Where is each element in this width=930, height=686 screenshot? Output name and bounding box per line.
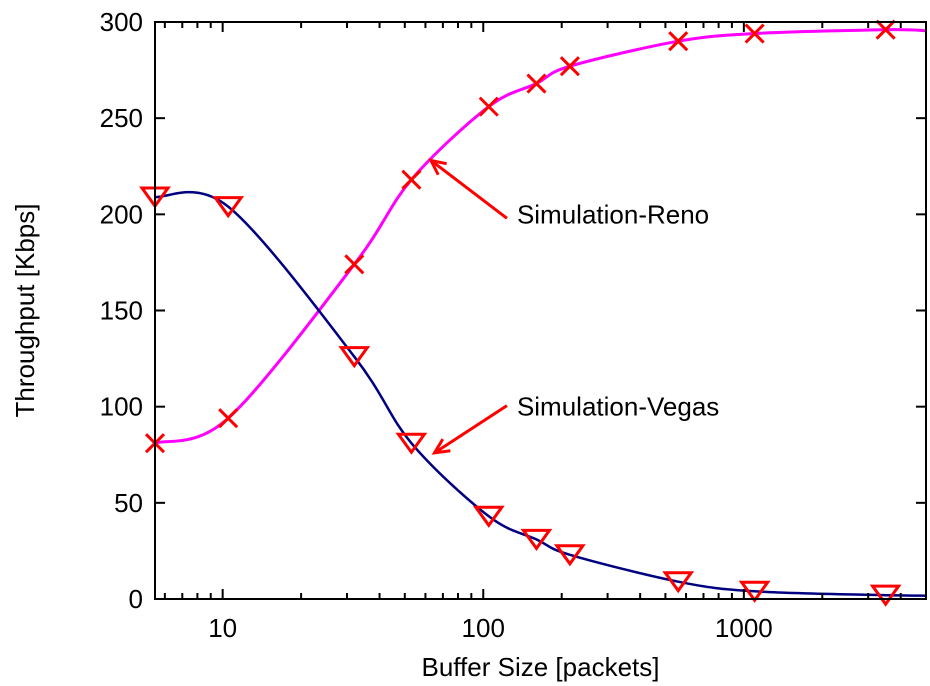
y-tick-label: 200	[100, 199, 143, 229]
y-tick-label: 0	[129, 584, 143, 614]
series-curves	[154, 28, 927, 597]
y-tick-label: 50	[114, 488, 143, 518]
x-axis: 10 100 1000	[163, 22, 927, 643]
annotation-arrow	[430, 159, 508, 220]
annotations: Simulation-Reno Simulation-Vegas	[428, 158, 719, 455]
reno-point	[875, 19, 896, 40]
vegas-point	[395, 432, 428, 455]
series-line-vegas	[154, 190, 927, 597]
vegas-point	[553, 544, 586, 567]
y-tick-label: 250	[100, 103, 143, 133]
y-tick-label: 100	[100, 392, 143, 422]
series-markers	[139, 19, 902, 607]
plot-frame	[154, 21, 927, 600]
x-tick-label: 1000	[715, 613, 773, 643]
vegas-point	[338, 346, 371, 369]
x-tick-label: 10	[208, 613, 237, 643]
vegas-point	[869, 584, 902, 607]
vegas-point	[662, 571, 695, 594]
x-axis-title: Buffer Size [packets]	[422, 652, 660, 682]
reno-point	[218, 408, 239, 429]
y-axis: 0 50 100 150 200 250 300	[100, 7, 926, 614]
reno-point	[559, 56, 580, 77]
annotation-arrowhead	[431, 438, 451, 455]
reno-point	[344, 254, 365, 275]
y-axis-title: Throughput [Kbps]	[10, 204, 40, 418]
annotation-label-vegas: Simulation-Vegas	[517, 392, 719, 422]
reno-point	[668, 31, 689, 52]
y-tick-label: 300	[100, 7, 143, 37]
annotation-arrow	[433, 404, 508, 455]
annotation-label-reno: Simulation-Reno	[517, 199, 709, 229]
y-tick-label: 150	[100, 296, 143, 326]
series-line-reno	[154, 28, 927, 445]
reno-point	[526, 73, 547, 94]
reno-point	[744, 23, 765, 44]
reno-point	[478, 96, 499, 117]
vegas-point	[520, 528, 553, 551]
annotation-arrowhead	[428, 158, 447, 176]
vegas-point	[738, 580, 771, 603]
vegas-point	[212, 196, 245, 219]
vegas-point	[472, 505, 505, 528]
reno-point	[401, 169, 422, 190]
x-tick-label: 100	[462, 613, 505, 643]
